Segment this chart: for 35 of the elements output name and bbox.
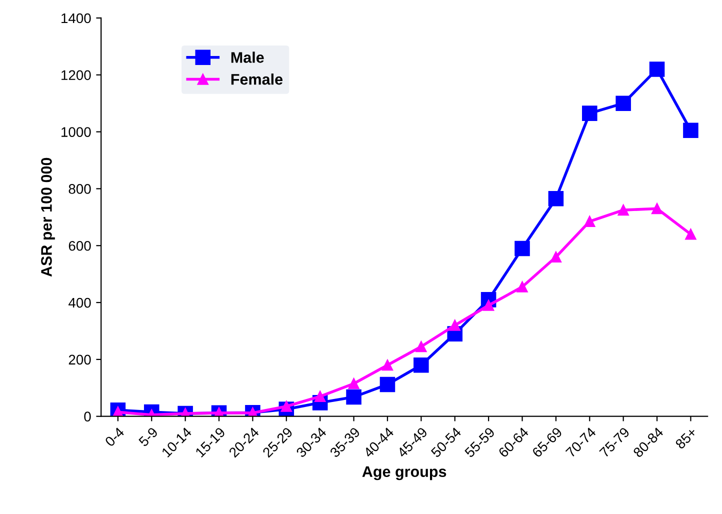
point: [683, 122, 698, 138]
point: [314, 390, 326, 402]
point: [416, 341, 427, 352]
point: [346, 389, 362, 405]
point: [548, 191, 564, 206]
y-tick-label: 1000: [62, 127, 91, 137]
y-tick-label: 0: [84, 412, 91, 422]
point: [449, 320, 460, 331]
point: [584, 216, 596, 227]
point: [550, 251, 562, 263]
point: [382, 360, 394, 371]
y-axis-title: ASR per 100 000: [41, 158, 55, 277]
x-axis-title: Age groups: [362, 466, 446, 480]
point: [514, 240, 530, 256]
point: [618, 204, 629, 216]
y-tick-label: 800: [68, 184, 91, 194]
x-tick-label: 85+: [674, 426, 698, 450]
point: [685, 228, 696, 240]
point: [616, 96, 631, 111]
y-tick-label: 400: [68, 298, 91, 308]
legend-label: Male: [231, 52, 264, 63]
legend-label: Female: [231, 74, 283, 85]
y-tick-label: 1200: [62, 70, 91, 80]
point: [348, 378, 360, 390]
x-tick-label: 5-9: [138, 426, 158, 448]
y-tick-label: 200: [68, 354, 91, 365]
point: [414, 357, 429, 373]
point: [582, 106, 598, 121]
point: [380, 376, 396, 392]
y-tick-label: 600: [68, 240, 91, 251]
y-tick-label: 1400: [62, 13, 91, 24]
point: [649, 62, 665, 77]
point: [516, 281, 528, 292]
x-tick-label: 0-4: [104, 426, 125, 448]
point: [651, 203, 663, 214]
